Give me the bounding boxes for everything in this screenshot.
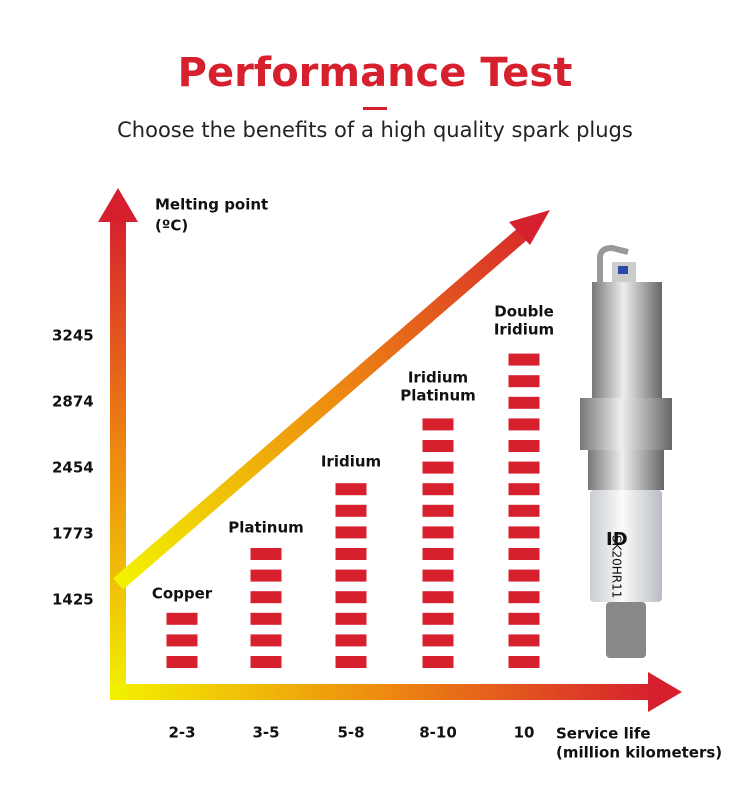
x-tick-label: 5-8 (337, 724, 364, 742)
bar (250, 548, 282, 668)
bar-dash (335, 634, 367, 647)
bar-dash (422, 418, 454, 431)
trend-arrow (113, 224, 532, 590)
spark-plug-image: SK20HR11 ID (580, 244, 672, 658)
x-tick-label: 2-3 (168, 724, 195, 742)
bar-label: Iridium (321, 453, 381, 471)
chart-subtitle: Choose the benefits of a high quality sp… (117, 118, 633, 142)
bar-dash (250, 591, 282, 604)
bar-dash (508, 375, 540, 388)
bar-dash (166, 656, 198, 668)
y-axis (110, 215, 126, 700)
y-axis-title: Melting point (155, 196, 268, 214)
bar-dash (508, 483, 540, 496)
bar-dash (508, 548, 540, 560)
bar-dash (422, 548, 454, 560)
svg-text:SK20HR11: SK20HR11 (610, 535, 624, 598)
bar-dash (508, 353, 540, 366)
bar-dash (508, 461, 540, 474)
bar-dash (166, 634, 198, 647)
bar-dash (335, 483, 367, 496)
bar-dash (508, 612, 540, 625)
bar-dash (250, 656, 282, 668)
bar-dash (422, 483, 454, 496)
bar-dash (422, 591, 454, 604)
y-tick-label: 3245 (52, 327, 94, 345)
y-axis-arrow (98, 188, 138, 222)
y-tick-label: 1773 (52, 525, 94, 543)
x-tick-label: 8-10 (419, 724, 457, 742)
bar-dash (508, 656, 540, 668)
bar-label: Iridium (408, 369, 468, 387)
bar-dash (422, 504, 454, 517)
y-tick-label: 1425 (52, 591, 94, 609)
y-tick-label: 2874 (52, 393, 94, 411)
y-tick-label: 2454 (52, 459, 94, 477)
bar-dash (335, 548, 367, 560)
bar-label: Iridium (494, 321, 554, 339)
bar (335, 483, 367, 668)
bar-label: Platinum (400, 387, 476, 405)
y-axis-unit: (ºC) (155, 217, 188, 235)
bar-dash (508, 526, 540, 539)
x-axis-arrow (648, 672, 682, 712)
bar-dash (422, 656, 454, 668)
bar-dash (166, 612, 198, 625)
x-axis-unit: (million kilometers) (556, 744, 722, 762)
x-tick-label: 3-5 (252, 724, 279, 742)
bar-dash (335, 569, 367, 582)
bar-dash (422, 612, 454, 625)
bar-dash (335, 656, 367, 668)
title-divider (363, 107, 387, 110)
bar-dash (508, 569, 540, 582)
bar-dash (422, 569, 454, 582)
x-axis-title: Service life (556, 725, 651, 743)
x-axis (110, 684, 655, 700)
bar-dash (422, 526, 454, 539)
trend-arrow-head (509, 210, 550, 245)
bar-label: Platinum (228, 519, 304, 537)
bar-dash (508, 418, 540, 431)
bar-dash (508, 440, 540, 452)
svg-text:ID: ID (606, 529, 628, 550)
bar-dash (508, 591, 540, 604)
bar-dash (422, 440, 454, 452)
bar-dash (422, 461, 454, 474)
bar-dash (508, 396, 540, 409)
bar-dash (422, 634, 454, 647)
bar-dash (250, 548, 282, 560)
x-tick-label: 10 (514, 724, 535, 742)
bar (166, 612, 198, 668)
chart-title: Performance Test (178, 50, 573, 96)
bar-dash (335, 504, 367, 517)
bar-dash (508, 504, 540, 517)
bar-dash (250, 634, 282, 647)
bar-dash (335, 612, 367, 625)
bar-dash (335, 591, 367, 604)
bar (422, 418, 454, 668)
bar (508, 353, 540, 668)
bar-dash (250, 569, 282, 582)
bar-dash (335, 526, 367, 539)
bar-label: Copper (152, 585, 213, 603)
bar-dash (508, 634, 540, 647)
bar-dash (250, 612, 282, 625)
bar-label: Double (494, 303, 554, 321)
